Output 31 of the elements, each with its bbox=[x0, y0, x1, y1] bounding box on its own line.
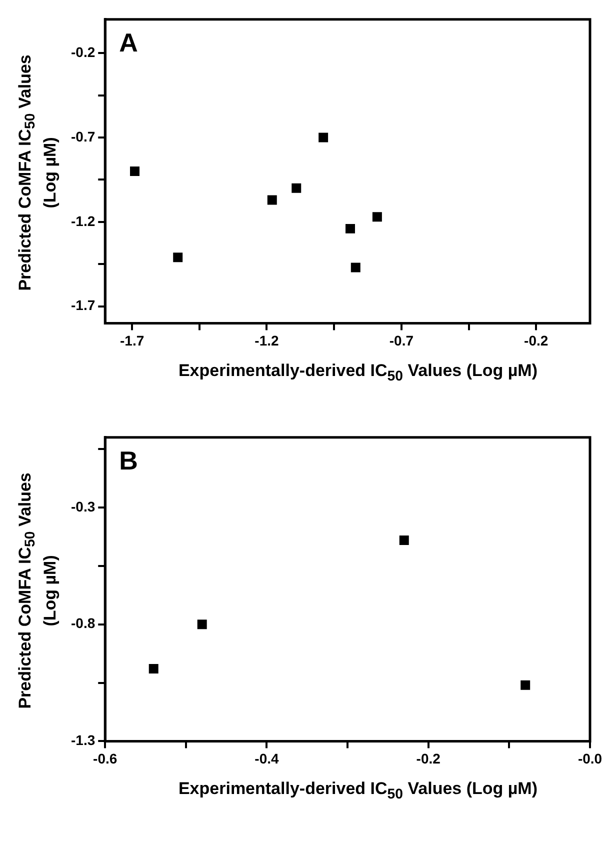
y-tick-label: -1.2 bbox=[71, 212, 96, 229]
x-tick-label: -1.2 bbox=[254, 332, 280, 348]
x-tick-label: -0.0 bbox=[578, 750, 602, 766]
point bbox=[350, 262, 360, 272]
x-tick-label: -0.4 bbox=[254, 750, 280, 766]
y-tick-label: -0.2 bbox=[71, 44, 96, 60]
y-tick-label: -1.3 bbox=[71, 732, 96, 748]
point bbox=[346, 224, 355, 234]
y-tick-label: -1.7 bbox=[71, 297, 96, 314]
x-tick-label: -1.7 bbox=[120, 332, 144, 348]
y-tick-label: -0.7 bbox=[71, 128, 96, 144]
y-tick-label: -0.3 bbox=[71, 498, 96, 514]
annotation: B bbox=[119, 446, 138, 476]
point bbox=[318, 132, 328, 142]
x-axis-title: Experimentally-derived IC$_{50}$ Values (Log µM) bbox=[177, 778, 539, 804]
point bbox=[372, 212, 382, 222]
x-tick-label: -0.2 bbox=[416, 750, 441, 766]
x-tick-label: -0.2 bbox=[524, 332, 548, 348]
point bbox=[173, 252, 183, 262]
annotation: A bbox=[119, 28, 138, 58]
point bbox=[292, 183, 302, 193]
point bbox=[130, 166, 140, 176]
x-tick-label: -0.6 bbox=[93, 750, 118, 766]
x-axis-title: Experimentally-derived IC$_{50}$ Values (Log µM) bbox=[177, 360, 539, 386]
x-tick-label: -0.7 bbox=[389, 332, 414, 348]
point bbox=[197, 620, 207, 630]
y-tick-label: -0.8 bbox=[71, 615, 96, 632]
point bbox=[520, 680, 530, 690]
point bbox=[267, 195, 277, 205]
point bbox=[148, 664, 158, 674]
point bbox=[399, 535, 409, 545]
